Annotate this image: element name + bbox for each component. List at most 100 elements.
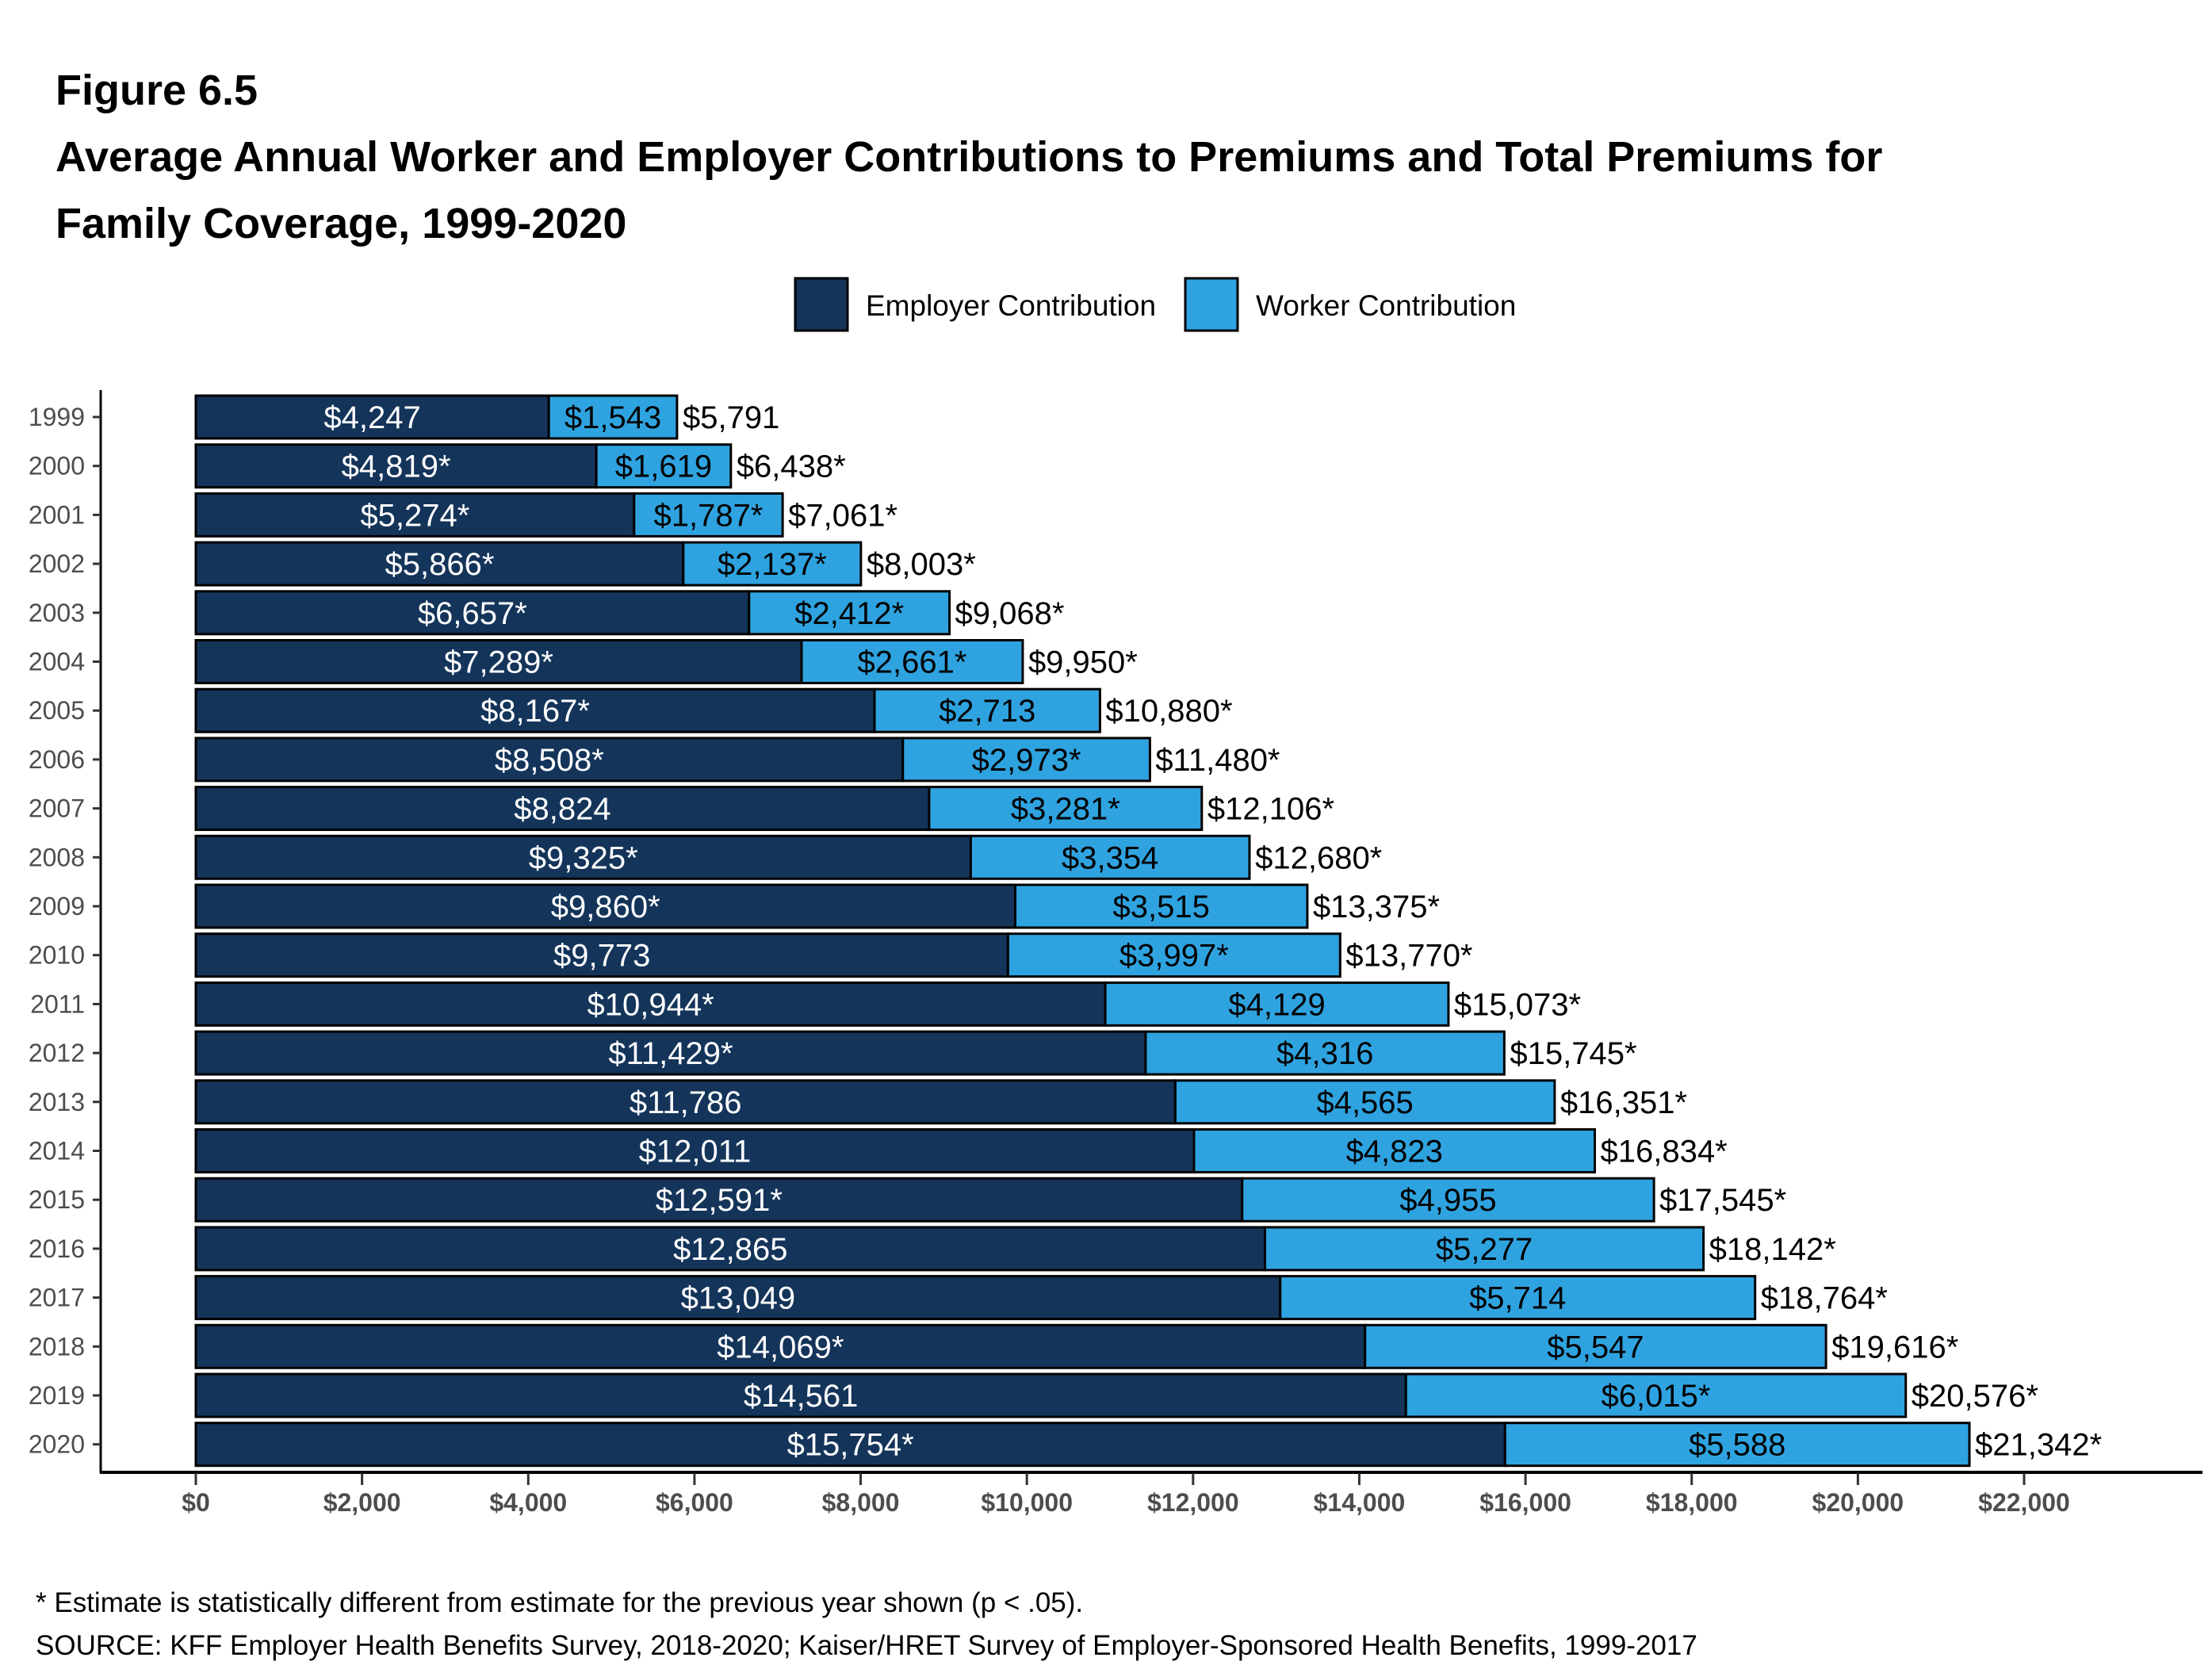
label-worker: $4,955 [1399,1183,1496,1218]
y-tick-label: 2002 [29,549,85,578]
bar-worker [1241,1177,1655,1223]
y-tick-label: 2019 [29,1381,85,1410]
legend-label-employer: Employer Contribution [866,289,1156,322]
label-employer: $9,860* [551,890,660,924]
bar-employer [194,834,972,880]
bar-worker [682,541,863,587]
bar-worker [800,639,1024,684]
label-worker: $2,713 [939,694,1035,729]
bar-worker [1404,1372,1908,1418]
bar-employer [194,443,598,489]
label-worker: $5,277 [1436,1232,1533,1267]
legend-swatch-worker [1184,277,1239,332]
label-employer: $5,866* [385,547,494,582]
label-employer: $13,049 [681,1281,796,1316]
y-tick-label: 2010 [29,941,85,970]
y-tick-label: 2020 [29,1430,85,1459]
bar-employer [194,1030,1147,1076]
y-tick-label: 2007 [29,794,85,823]
bar-worker [1279,1275,1757,1321]
bar-worker [1006,932,1341,978]
label-total: $19,616* [1831,1330,1958,1365]
x-tick-label: $10,000 [981,1488,1073,1517]
label-worker: $4,823 [1346,1135,1443,1169]
y-tick-label: 2018 [29,1332,85,1361]
label-employer: $10,944* [587,987,714,1022]
label-total: $7,061* [788,498,897,533]
x-tick-label: $6,000 [656,1488,733,1517]
y-tick-label: 2016 [29,1234,85,1263]
bar-employer [194,590,751,636]
bar-employer [194,1128,1196,1173]
label-employer: $4,247 [323,400,420,435]
legend-label-worker: Worker Contribution [1256,289,1516,322]
label-employer: $12,865 [673,1232,788,1267]
y-tick-label: 2014 [29,1137,85,1166]
x-tick-label: $20,000 [1812,1488,1904,1517]
y-tick-label: 2005 [29,696,85,725]
y-axis: 1999 2000 2001 2002 2003 2004 2005 2006 2007 2008… [29,403,101,1459]
bar-employer [194,1275,1282,1321]
chart-title-line-1: Average Annual Worker and Employer Contr… [55,133,1882,181]
bar-worker [901,737,1151,783]
label-employer: $8,167* [480,694,590,729]
label-total: $11,480* [1155,743,1280,778]
x-tick-label: $4,000 [489,1488,567,1517]
label-total: $16,351* [1560,1085,1687,1120]
y-tick-label: 2008 [29,843,85,871]
y-tick-label: 2017 [29,1284,85,1312]
bar-worker [873,687,1101,733]
bar-employer [194,883,1017,929]
label-worker: $2,412* [794,596,904,631]
y-tick-label: 1999 [29,403,85,431]
label-total: $13,770* [1345,939,1472,974]
y-tick-label: 2015 [29,1185,85,1214]
bar-worker [1503,1422,1971,1468]
label-worker: $4,565 [1316,1085,1413,1120]
bar-worker [595,443,733,489]
label-total: $12,106* [1207,792,1334,827]
label-total: $8,003* [867,547,976,582]
label-total: $18,142* [1709,1232,1836,1267]
label-worker: $2,137* [718,547,827,582]
label-total: $13,375* [1313,890,1440,924]
label-total: $6,438* [737,450,846,484]
label-total: $5,791 [683,400,779,435]
label-total: $15,745* [1510,1036,1636,1071]
label-worker: $1,787* [654,498,763,533]
label-employer: $9,773 [553,939,650,974]
x-axis: $0 $2,000 $4,000 $6,000 $8,000 $10,000 $12,000… [182,1473,2070,1517]
label-employer: $11,429* [608,1036,733,1071]
label-worker: $1,543 [564,400,661,435]
bar-worker [748,590,951,636]
label-employer: $11,786 [630,1085,742,1120]
bar-worker [1144,1030,1506,1076]
bar-employer [194,492,636,538]
x-tick-label: $18,000 [1646,1488,1738,1517]
bar-employer [194,394,550,440]
y-tick-label: 2012 [29,1039,85,1067]
x-tick-label: $8,000 [822,1488,900,1517]
label-total: $9,950* [1028,645,1138,680]
label-employer: $8,824 [514,792,610,827]
label-employer: $12,591* [656,1183,783,1218]
label-total: $10,880* [1105,694,1232,729]
label-total: $21,342* [1975,1428,2102,1463]
label-worker: $3,354 [1062,840,1158,875]
label-total: $15,073* [1454,987,1581,1022]
y-tick-label: 2004 [29,648,85,676]
label-worker: $5,547 [1547,1330,1644,1365]
bar-worker [1263,1226,1705,1272]
label-worker: $5,588 [1689,1428,1785,1463]
footnote-significance: * Estimate is statistically different fr… [36,1587,1083,1618]
label-worker: $3,997* [1119,939,1229,974]
bar-employer [194,1079,1177,1125]
label-employer: $12,011 [639,1135,752,1169]
label-total: $16,834* [1601,1135,1728,1169]
bar-worker [1104,981,1450,1027]
y-tick-label: 2000 [29,452,85,480]
label-total: $20,576* [1912,1379,2038,1414]
bar-worker [1192,1128,1597,1173]
bar-employer [194,1372,1407,1418]
